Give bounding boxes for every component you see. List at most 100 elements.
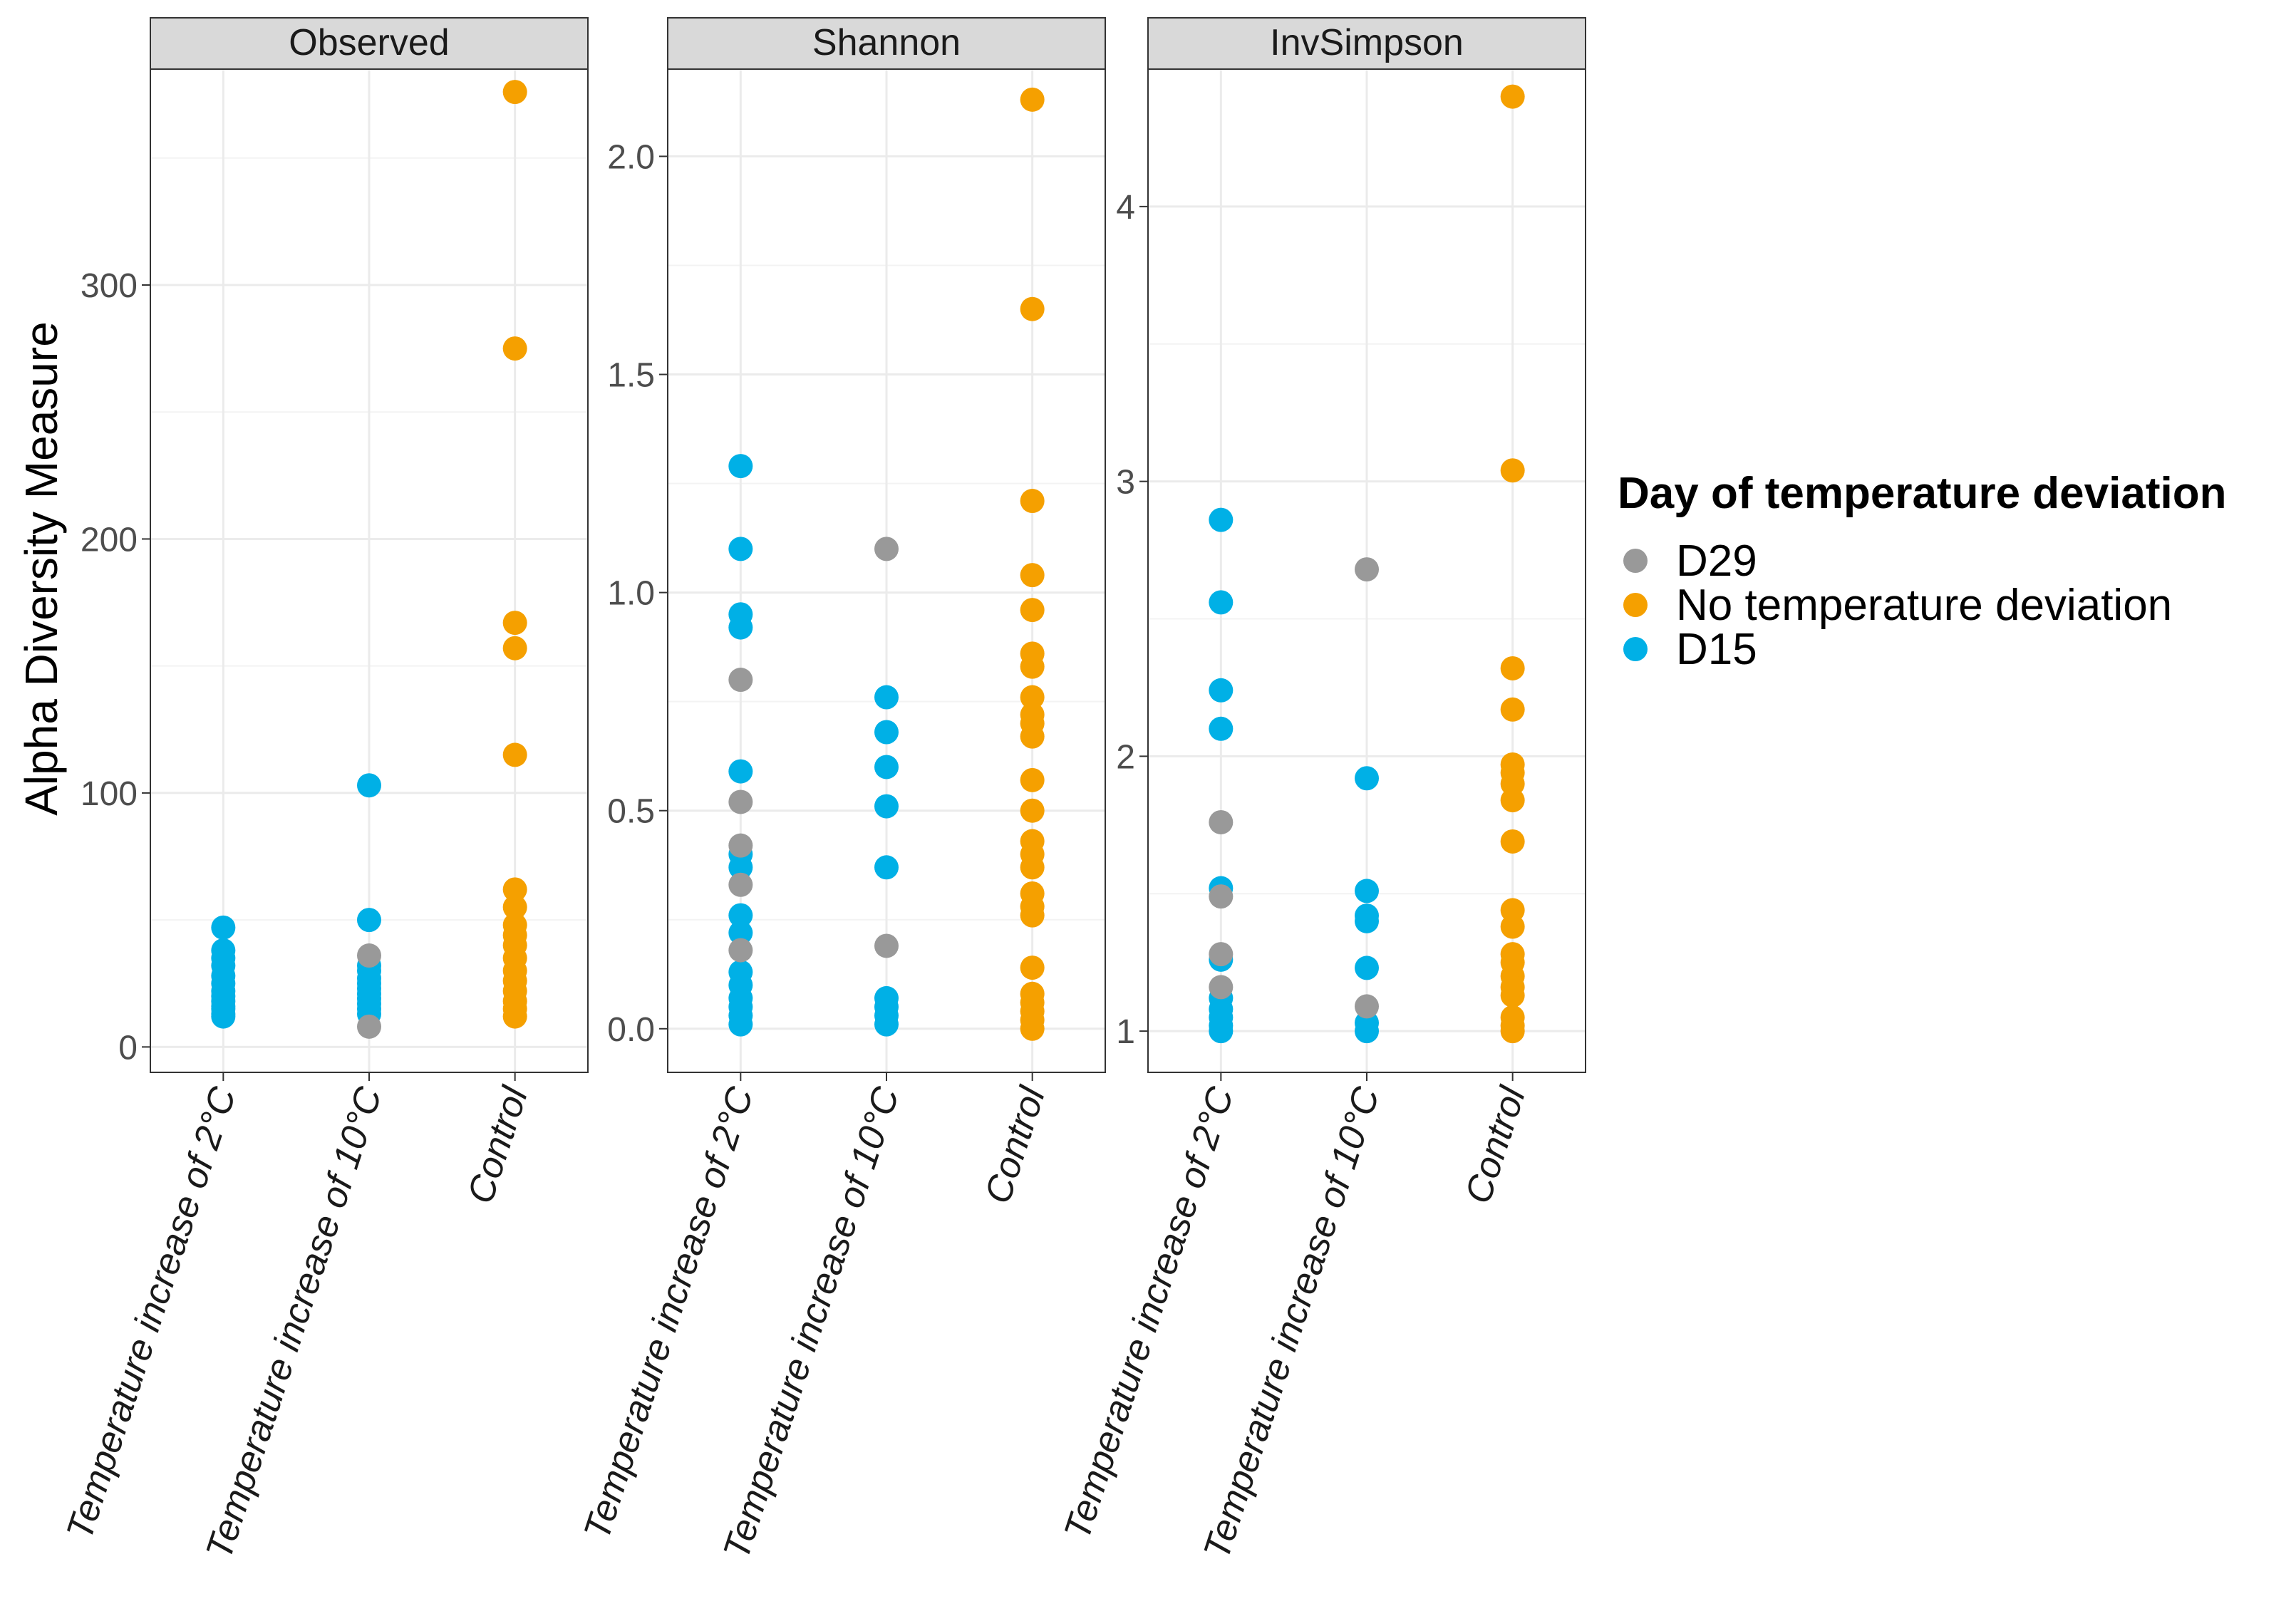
strip-observed — [150, 17, 589, 70]
point-invsimpson-no-temperature-deviation — [1500, 1019, 1525, 1044]
point-invsimpson-d29 — [1355, 557, 1379, 582]
point-observed-no-temperature-deviation — [502, 336, 527, 361]
point-invsimpson-d15 — [1209, 507, 1234, 532]
y-tick-label: 0.5 — [607, 793, 655, 831]
point-invsimpson-d29 — [1355, 994, 1379, 1019]
point-invsimpson-no-temperature-deviation — [1500, 914, 1525, 939]
point-shannon-d15 — [728, 855, 753, 880]
x-tick-label-temperature-increase-of-2c: Temperature increase of 2°C — [59, 1082, 244, 1544]
point-invsimpson-d15 — [1355, 766, 1379, 791]
point-invsimpson-no-temperature-deviation — [1500, 458, 1525, 483]
point-invsimpson-d29 — [1209, 975, 1234, 1000]
point-shannon-d15 — [728, 615, 753, 640]
point-observed-no-temperature-deviation — [502, 1004, 527, 1029]
point-observed-d29 — [357, 1014, 381, 1039]
point-shannon-d15 — [728, 759, 753, 784]
point-invsimpson-no-temperature-deviation — [1500, 829, 1525, 854]
point-shannon-d15 — [874, 755, 899, 780]
panels-layer: Observed 0 100 200 300 Temperature increase o… — [59, 17, 1586, 1564]
legend-label-d29: D29 — [1676, 537, 1757, 586]
panel-invsimpson: InvSimpson 1 2 3 4 Temperature increase of 2°… — [1057, 17, 1586, 1564]
point-invsimpson-no-temperature-deviation — [1500, 788, 1525, 813]
legend-swatch-d29 — [1623, 549, 1648, 573]
point-invsimpson-d15 — [1209, 590, 1234, 615]
point-observed-no-temperature-deviation — [502, 895, 527, 920]
point-invsimpson-d15 — [1355, 908, 1379, 933]
y-tick-label: 2.0 — [607, 138, 655, 176]
point-shannon-no-temperature-deviation — [1020, 87, 1045, 112]
point-shannon-d15 — [728, 537, 753, 561]
point-shannon-d15 — [728, 921, 753, 946]
legend-label-d15: D15 — [1676, 625, 1757, 674]
point-shannon-d29 — [728, 872, 753, 897]
point-observed-no-temperature-deviation — [502, 636, 527, 661]
x-tick-label-control: Control — [1457, 1081, 1534, 1208]
point-observed-no-temperature-deviation — [502, 742, 527, 767]
point-invsimpson-d29 — [1209, 809, 1234, 834]
point-shannon-no-temperature-deviation — [1020, 685, 1045, 710]
x-tick-label-temperature-increase-of-10c: Temperature increase of 10°C — [198, 1082, 390, 1564]
legend-title: Day of temperature deviation — [1618, 469, 2226, 518]
point-shannon-no-temperature-deviation — [1020, 767, 1045, 792]
point-invsimpson-no-temperature-deviation — [1500, 697, 1525, 722]
y-tick-label: 1 — [1116, 1013, 1135, 1051]
point-shannon-d15 — [874, 685, 899, 710]
y-tick-label: 0 — [118, 1029, 138, 1067]
point-shannon-no-temperature-deviation — [1020, 724, 1045, 749]
y-tick-label: 1.0 — [607, 575, 655, 613]
y-tick-label: 0.0 — [607, 1011, 655, 1049]
point-invsimpson-d29 — [1209, 942, 1234, 967]
point-shannon-no-temperature-deviation — [1020, 563, 1045, 588]
point-shannon-no-temperature-deviation — [1020, 798, 1045, 823]
strip-invsimpson — [1147, 17, 1586, 70]
y-tick-label: 100 — [81, 775, 138, 813]
point-shannon-no-temperature-deviation — [1020, 903, 1045, 928]
point-invsimpson-d15 — [1355, 1019, 1379, 1044]
strip-title-shannon: Shannon — [812, 22, 961, 63]
panel-shannon: Shannon 0.0 0.5 1.0 1.5 2.0 Temperature increa… — [576, 17, 1106, 1564]
y-tick-label: 300 — [81, 267, 138, 305]
legend-swatch-no-deviation — [1623, 593, 1648, 617]
point-shannon-no-temperature-deviation — [1020, 955, 1045, 980]
point-shannon-d29 — [728, 789, 753, 814]
point-shannon-no-temperature-deviation — [1020, 855, 1045, 880]
point-shannon-d29 — [728, 938, 753, 963]
point-shannon-no-temperature-deviation — [1020, 1016, 1045, 1041]
point-shannon-d15 — [728, 903, 753, 928]
point-invsimpson-d15 — [1209, 716, 1234, 741]
point-shannon-d15 — [874, 1012, 899, 1037]
x-tick-label-control: Control — [977, 1081, 1053, 1208]
point-shannon-no-temperature-deviation — [1020, 489, 1045, 514]
point-shannon-d29 — [874, 537, 899, 561]
point-invsimpson-no-temperature-deviation — [1500, 84, 1525, 109]
strip-title-invsimpson: InvSimpson — [1270, 22, 1464, 63]
point-shannon-d15 — [728, 1012, 753, 1037]
y-tick-label: 3 — [1116, 464, 1135, 502]
point-shannon-d15 — [728, 454, 753, 479]
point-shannon-d29 — [728, 833, 753, 858]
y-tick-label: 1.5 — [607, 357, 655, 395]
point-observed-d15 — [211, 1004, 236, 1029]
panel-observed: Observed 0 100 200 300 Temperature increase o… — [59, 17, 589, 1564]
point-observed-d15 — [211, 915, 236, 940]
y-axis-label: Alpha Diversity Measure — [16, 321, 67, 816]
strip-title-observed: Observed — [289, 22, 449, 63]
point-observed-no-temperature-deviation — [502, 877, 527, 902]
point-observed-no-temperature-deviation — [502, 80, 527, 105]
point-observed-d15 — [357, 908, 381, 933]
point-shannon-d15 — [874, 855, 899, 880]
point-shannon-no-temperature-deviation — [1020, 296, 1045, 321]
point-invsimpson-d29 — [1209, 884, 1234, 909]
point-invsimpson-d15 — [1209, 1019, 1234, 1044]
point-observed-d15 — [357, 773, 381, 798]
point-invsimpson-d15 — [1355, 879, 1379, 903]
point-observed-no-temperature-deviation — [502, 611, 527, 636]
point-invsimpson-d15 — [1355, 955, 1379, 980]
y-tick-label: 200 — [81, 521, 138, 559]
point-invsimpson-d15 — [1209, 678, 1234, 703]
y-tick-label: 2 — [1116, 738, 1135, 776]
x-tick-label-temperature-increase-of-2c: Temperature increase of 2°C — [576, 1082, 762, 1544]
point-shannon-d29 — [874, 933, 899, 958]
point-invsimpson-no-temperature-deviation — [1500, 656, 1525, 680]
